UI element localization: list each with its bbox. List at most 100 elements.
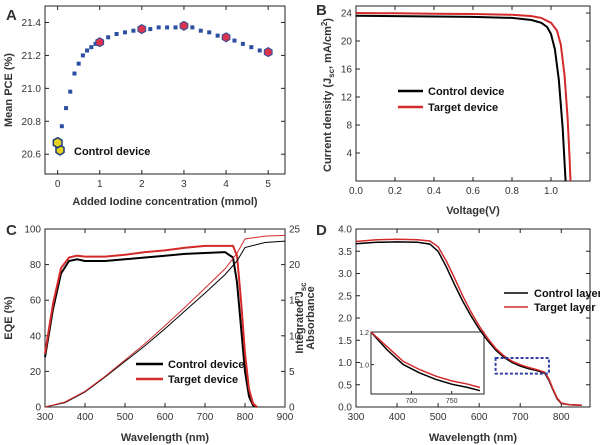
panel-a-data-point (198, 28, 203, 33)
panel-d-legend-label-control: Control layer (534, 288, 600, 300)
panel-c: C Wavelength (nm) EQE (%) Integrated Jsc… (3, 222, 317, 444)
panel-a-x-tick-label: 3 (181, 179, 187, 190)
panel-a-data-point (257, 48, 262, 53)
panel-b-letter: B (316, 2, 327, 19)
panel-a-control-point (52, 136, 63, 149)
panel-a-highlight-point (221, 32, 231, 43)
panel-b-x-tick-label: 0.6 (466, 186, 480, 197)
panel-d-inset-series-control (370, 331, 481, 392)
panel-d-y-tick-label: 3.0 (338, 269, 352, 280)
panel-a-data-point (240, 41, 245, 46)
panel-a-data-point (123, 30, 127, 35)
panel-b-y-tick-label: 4 (346, 149, 352, 160)
panel-a-data-point (148, 27, 153, 32)
panel-c-y2-tick-label: 10 (289, 331, 301, 342)
panel-d-y-tick-label: 4.0 (338, 225, 352, 236)
panel-a-data-point (156, 25, 161, 30)
panel-a-data-point (106, 35, 111, 40)
panel-a-data-point (68, 89, 73, 94)
panel-d-y-tick-label: 2.0 (338, 314, 352, 325)
panel-c-y-tick-label: 0 (35, 403, 41, 414)
panel-d-x-tick-label: 500 (430, 412, 447, 423)
panel-d-inset-x-tick-label: 750 (446, 398, 458, 405)
panel-d: D Wavelength (nm) Control layer Target l… (316, 222, 600, 444)
panel-b-series-control (355, 14, 567, 182)
panel-d-inset-y-tick-label: 1.2 (359, 330, 369, 337)
panel-a-data-point (59, 124, 64, 129)
panel-d-y-tick-label: 0.5 (338, 380, 352, 391)
panel-a-highlight-point (263, 47, 273, 58)
panel-b-x-tick-label: 0.4 (427, 186, 441, 197)
panel-a-x-tick-label: 0 (55, 179, 61, 190)
panel-b-y-tick-label: 16 (341, 65, 353, 76)
panel-a-data-point (215, 33, 220, 38)
panel-d-x-axis-label: Wavelength (nm) (429, 432, 518, 444)
panel-d-x-tick-label: 700 (512, 412, 529, 423)
panel-a-plot-frame (44, 5, 286, 175)
panel-b: B Voltage(V) Current density (Jsc, mA/cm… (316, 2, 591, 217)
panel-b-y-tick-label: 20 (341, 37, 353, 48)
panel-a-highlight-point (137, 24, 147, 35)
panel-d-series-target (355, 238, 582, 406)
panel-a-data-point (207, 30, 212, 35)
panel-d-zoom-box (494, 357, 550, 375)
panel-c-series-target-integrated (44, 234, 286, 408)
panel-d-legend: Control layer Target layer (504, 288, 600, 314)
panel-c-y-tick-label: 40 (30, 331, 42, 342)
panel-b-y-label-sub: sc (327, 68, 336, 77)
panel-b-y-tick-label: 8 (346, 121, 352, 132)
panel-a-data-point (114, 32, 119, 36)
panel-c-x-tick-label: 400 (77, 412, 94, 423)
panel-b-x-tick-label: 0.0 (349, 186, 363, 197)
panel-c-right-label-main: Integrated J (294, 291, 306, 353)
panel-a-data-point (173, 25, 178, 30)
panel-c-y2-tick-label: 20 (289, 260, 301, 271)
panel-c-right-axis-label-2: Absorbance (305, 286, 317, 350)
panel-c-series-control-integrated (44, 240, 286, 408)
panel-b-y-tick-label: 12 (341, 93, 353, 104)
panel-a-data-point (80, 53, 85, 58)
panel-a-x-tick-label: 2 (139, 179, 145, 190)
panel-c-x-tick-label: 300 (37, 412, 54, 423)
panel-a-data-point (64, 106, 69, 111)
panel-c-y-tick-label: 80 (30, 260, 42, 271)
panel-d-x-tick-label: 600 (471, 412, 488, 423)
panel-c-legend-label-control: Control device (168, 359, 244, 371)
panel-d-y-tick-label: 3.5 (338, 247, 352, 258)
panel-c-legend-label-target: Target device (168, 374, 238, 386)
panel-d-y-tick-label: 2.5 (338, 291, 352, 302)
panel-d-x-tick-label: 800 (553, 412, 570, 423)
panel-a-data-point (190, 25, 195, 30)
panel-c-y2-tick-label: 15 (289, 296, 301, 307)
panel-b-y-label-main: Current density (J (322, 78, 334, 172)
panel-a-highlight-point (95, 37, 105, 48)
panel-d-y-tick-label: 0.0 (338, 403, 352, 414)
panel-c-letter: C (6, 222, 17, 239)
panel-b-x-axis-label: Voltage(V) (446, 205, 500, 217)
panel-b-y-label-sup: 2 (320, 21, 329, 26)
panel-d-inset-x-tick-label: 700 (406, 398, 418, 405)
panel-a: A Added Iodine concentration (mmol) Mean… (3, 5, 286, 208)
panel-c-x-axis-label: Wavelength (nm) (121, 432, 210, 444)
panel-a-x-tick-label: 4 (223, 179, 229, 190)
panel-a-y-tick-label: 20.6 (22, 150, 42, 161)
panel-a-data-point (85, 48, 90, 53)
panel-c-x-tick-label: 800 (237, 412, 254, 423)
panel-c-right-axis-label: Integrated Jsc (294, 282, 308, 354)
panel-a-y-tick-label: 21.0 (22, 84, 42, 95)
panel-d-legend-label-target: Target layer (534, 302, 596, 314)
panel-c-series-target (44, 244, 258, 408)
panel-a-highlight-point (179, 20, 189, 31)
panel-a-data-point (249, 45, 254, 50)
panel-a-y-tick-label: 20.8 (22, 117, 42, 128)
panel-b-y-label-end: ) (322, 18, 334, 22)
panel-d-x-tick-label: 400 (389, 412, 406, 423)
panel-a-data-point (72, 71, 77, 76)
panel-a-legend: Control device (55, 144, 150, 158)
panel-c-right-label-sub: sc (299, 282, 308, 291)
panel-a-y-tick-label: 21.4 (22, 18, 42, 29)
panel-b-legend-label-control: Control device (428, 86, 504, 98)
panel-b-x-tick-label: 0.8 (505, 186, 519, 197)
panel-a-data-point (232, 38, 237, 43)
panel-a-x-tick-label: 5 (265, 179, 271, 190)
